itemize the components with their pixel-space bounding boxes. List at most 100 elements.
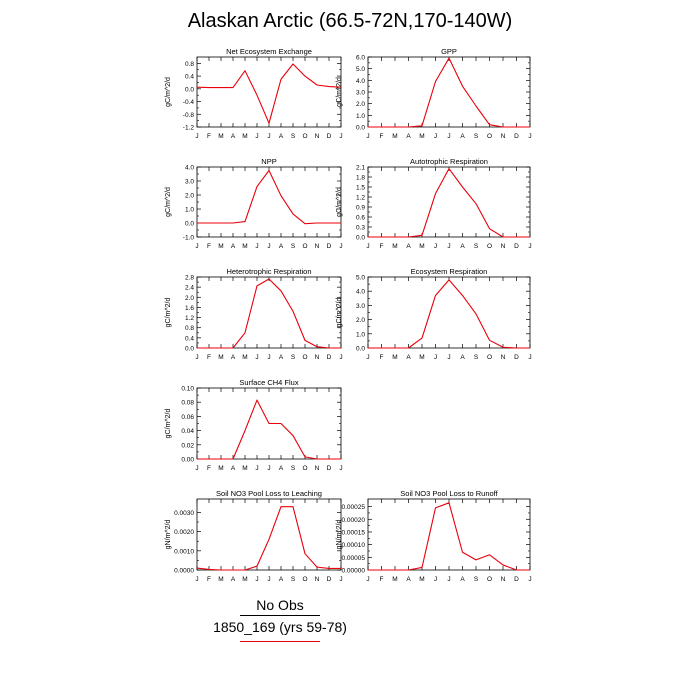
y-tick-label: 3.0 (356, 90, 365, 97)
page-title: Alaskan Arctic (66.5-72N,170-140W) (187, 10, 513, 32)
x-tick-label: J (339, 354, 342, 361)
y-tick-label: 0.6 (356, 215, 365, 222)
x-tick-label: A (406, 354, 411, 361)
y-tick-label: 0.0 (185, 346, 194, 353)
y-tick-label: -1.0 (183, 235, 195, 242)
x-tick-label: A (406, 243, 411, 250)
y-axis-label: gC/m^2/d (165, 298, 172, 328)
y-tick-label: 0.0 (356, 125, 365, 132)
x-tick-label: F (207, 133, 211, 140)
x-tick-label: O (302, 243, 307, 250)
y-tick-label: -1.2 (183, 125, 195, 132)
x-tick-label: N (501, 243, 506, 250)
chart-title: Autotrophic Respiration (410, 157, 488, 166)
x-tick-label: J (255, 243, 258, 250)
x-tick-label: M (242, 576, 247, 583)
x-tick-label: S (474, 354, 479, 361)
chart-panel: Soil NO3 Pool Loss to RunoffgN/m^2/d0.00… (336, 489, 532, 583)
chart-panel: Ecosystem Respiration gC/m^2/d 5.0 4.0 3.0 2.… (336, 267, 532, 361)
y-tick-label: 1.5 (356, 185, 365, 192)
chart-title: NPP (261, 157, 276, 166)
plot-frame (196, 56, 342, 128)
y-tick-label: -0.4 (183, 99, 195, 106)
plot-frame (367, 56, 531, 128)
y-axis-label: gC/m^2/d (165, 187, 172, 217)
x-tick-label: A (460, 354, 465, 361)
x-tick-label: A (460, 576, 465, 583)
x-tick-label: J (267, 243, 270, 250)
x-tick-label: N (315, 576, 320, 583)
y-tick-label: 0.08 (181, 400, 194, 407)
y-tick-label: 0.02 (181, 442, 194, 449)
series-line (196, 506, 341, 571)
chart-panel: Net Ecosystem Exchange gC/m^2/d 0.8 0.4 0.0 -… (165, 47, 343, 140)
y-tick-label: 0.0 (356, 346, 365, 353)
x-tick-label: J (434, 354, 437, 361)
x-tick-label: D (514, 243, 519, 250)
x-tick-label: J (447, 133, 450, 140)
y-tick-label: 0.4 (185, 335, 194, 342)
plot-frame (367, 498, 531, 571)
plot-frame (196, 276, 342, 349)
y-tick-label: 4.0 (356, 78, 365, 85)
plot-frame (196, 166, 342, 238)
x-tick-label: J (339, 243, 342, 250)
x-tick-label: J (339, 133, 342, 140)
x-tick-label: A (279, 243, 284, 250)
y-tick-label: 0.0010 (174, 548, 194, 555)
x-tick-label: O (302, 465, 307, 472)
x-tick-label: S (291, 354, 296, 361)
x-tick-label: J (255, 354, 258, 361)
x-tick-label: J (366, 354, 369, 361)
x-tick-label: J (267, 576, 270, 583)
x-tick-label: F (380, 354, 384, 361)
chart-title: Ecosystem Respiration (411, 267, 488, 276)
y-axis-label: gC/m^2/d (336, 187, 343, 217)
x-tick-label: M (218, 243, 223, 250)
x-tick-label: M (392, 133, 397, 140)
x-tick-label: F (380, 133, 384, 140)
x-tick-label: M (242, 354, 247, 361)
x-tick-label: J (255, 465, 258, 472)
y-tick-label: 2.4 (185, 285, 194, 292)
x-tick-label: J (528, 133, 531, 140)
series-line (196, 63, 342, 124)
x-tick-label: S (291, 465, 296, 472)
chart-title: Heterotrophic Respiration (226, 267, 311, 276)
x-tick-label: O (487, 243, 492, 250)
y-tick-label: 1.0 (356, 331, 365, 338)
series-line (197, 278, 341, 349)
x-tick-label: O (302, 133, 307, 140)
series-line (368, 57, 530, 128)
x-tick-label: N (315, 465, 320, 472)
x-tick-label: O (487, 354, 492, 361)
plot-frame (367, 166, 531, 238)
series-line (197, 399, 341, 460)
x-tick-label: F (207, 576, 211, 583)
x-tick-label: D (327, 243, 332, 250)
x-tick-label: J (366, 243, 369, 250)
y-tick-label: 4.0 (356, 289, 365, 296)
x-tick-label: J (255, 576, 258, 583)
x-tick-label: A (279, 354, 284, 361)
x-tick-label: J (267, 354, 270, 361)
x-tick-label: J (195, 354, 198, 361)
y-tick-label: 0.00020 (342, 517, 366, 524)
series-line (197, 169, 341, 225)
x-tick-label: F (207, 465, 211, 472)
y-tick-label: 5.0 (356, 275, 365, 282)
x-tick-label: J (195, 243, 198, 250)
x-tick-label: F (207, 354, 211, 361)
x-tick-label: F (380, 243, 384, 250)
x-tick-label: J (528, 576, 531, 583)
x-tick-label: O (302, 576, 307, 583)
x-tick-label: M (242, 243, 247, 250)
y-tick-label: 2.0 (356, 101, 365, 108)
y-axis-label: gC/m^2/d (336, 298, 343, 328)
x-tick-label: J (366, 576, 369, 583)
x-tick-label: A (460, 133, 465, 140)
y-tick-label: 0.00 (181, 457, 194, 464)
y-tick-label: 5.0 (356, 66, 365, 73)
